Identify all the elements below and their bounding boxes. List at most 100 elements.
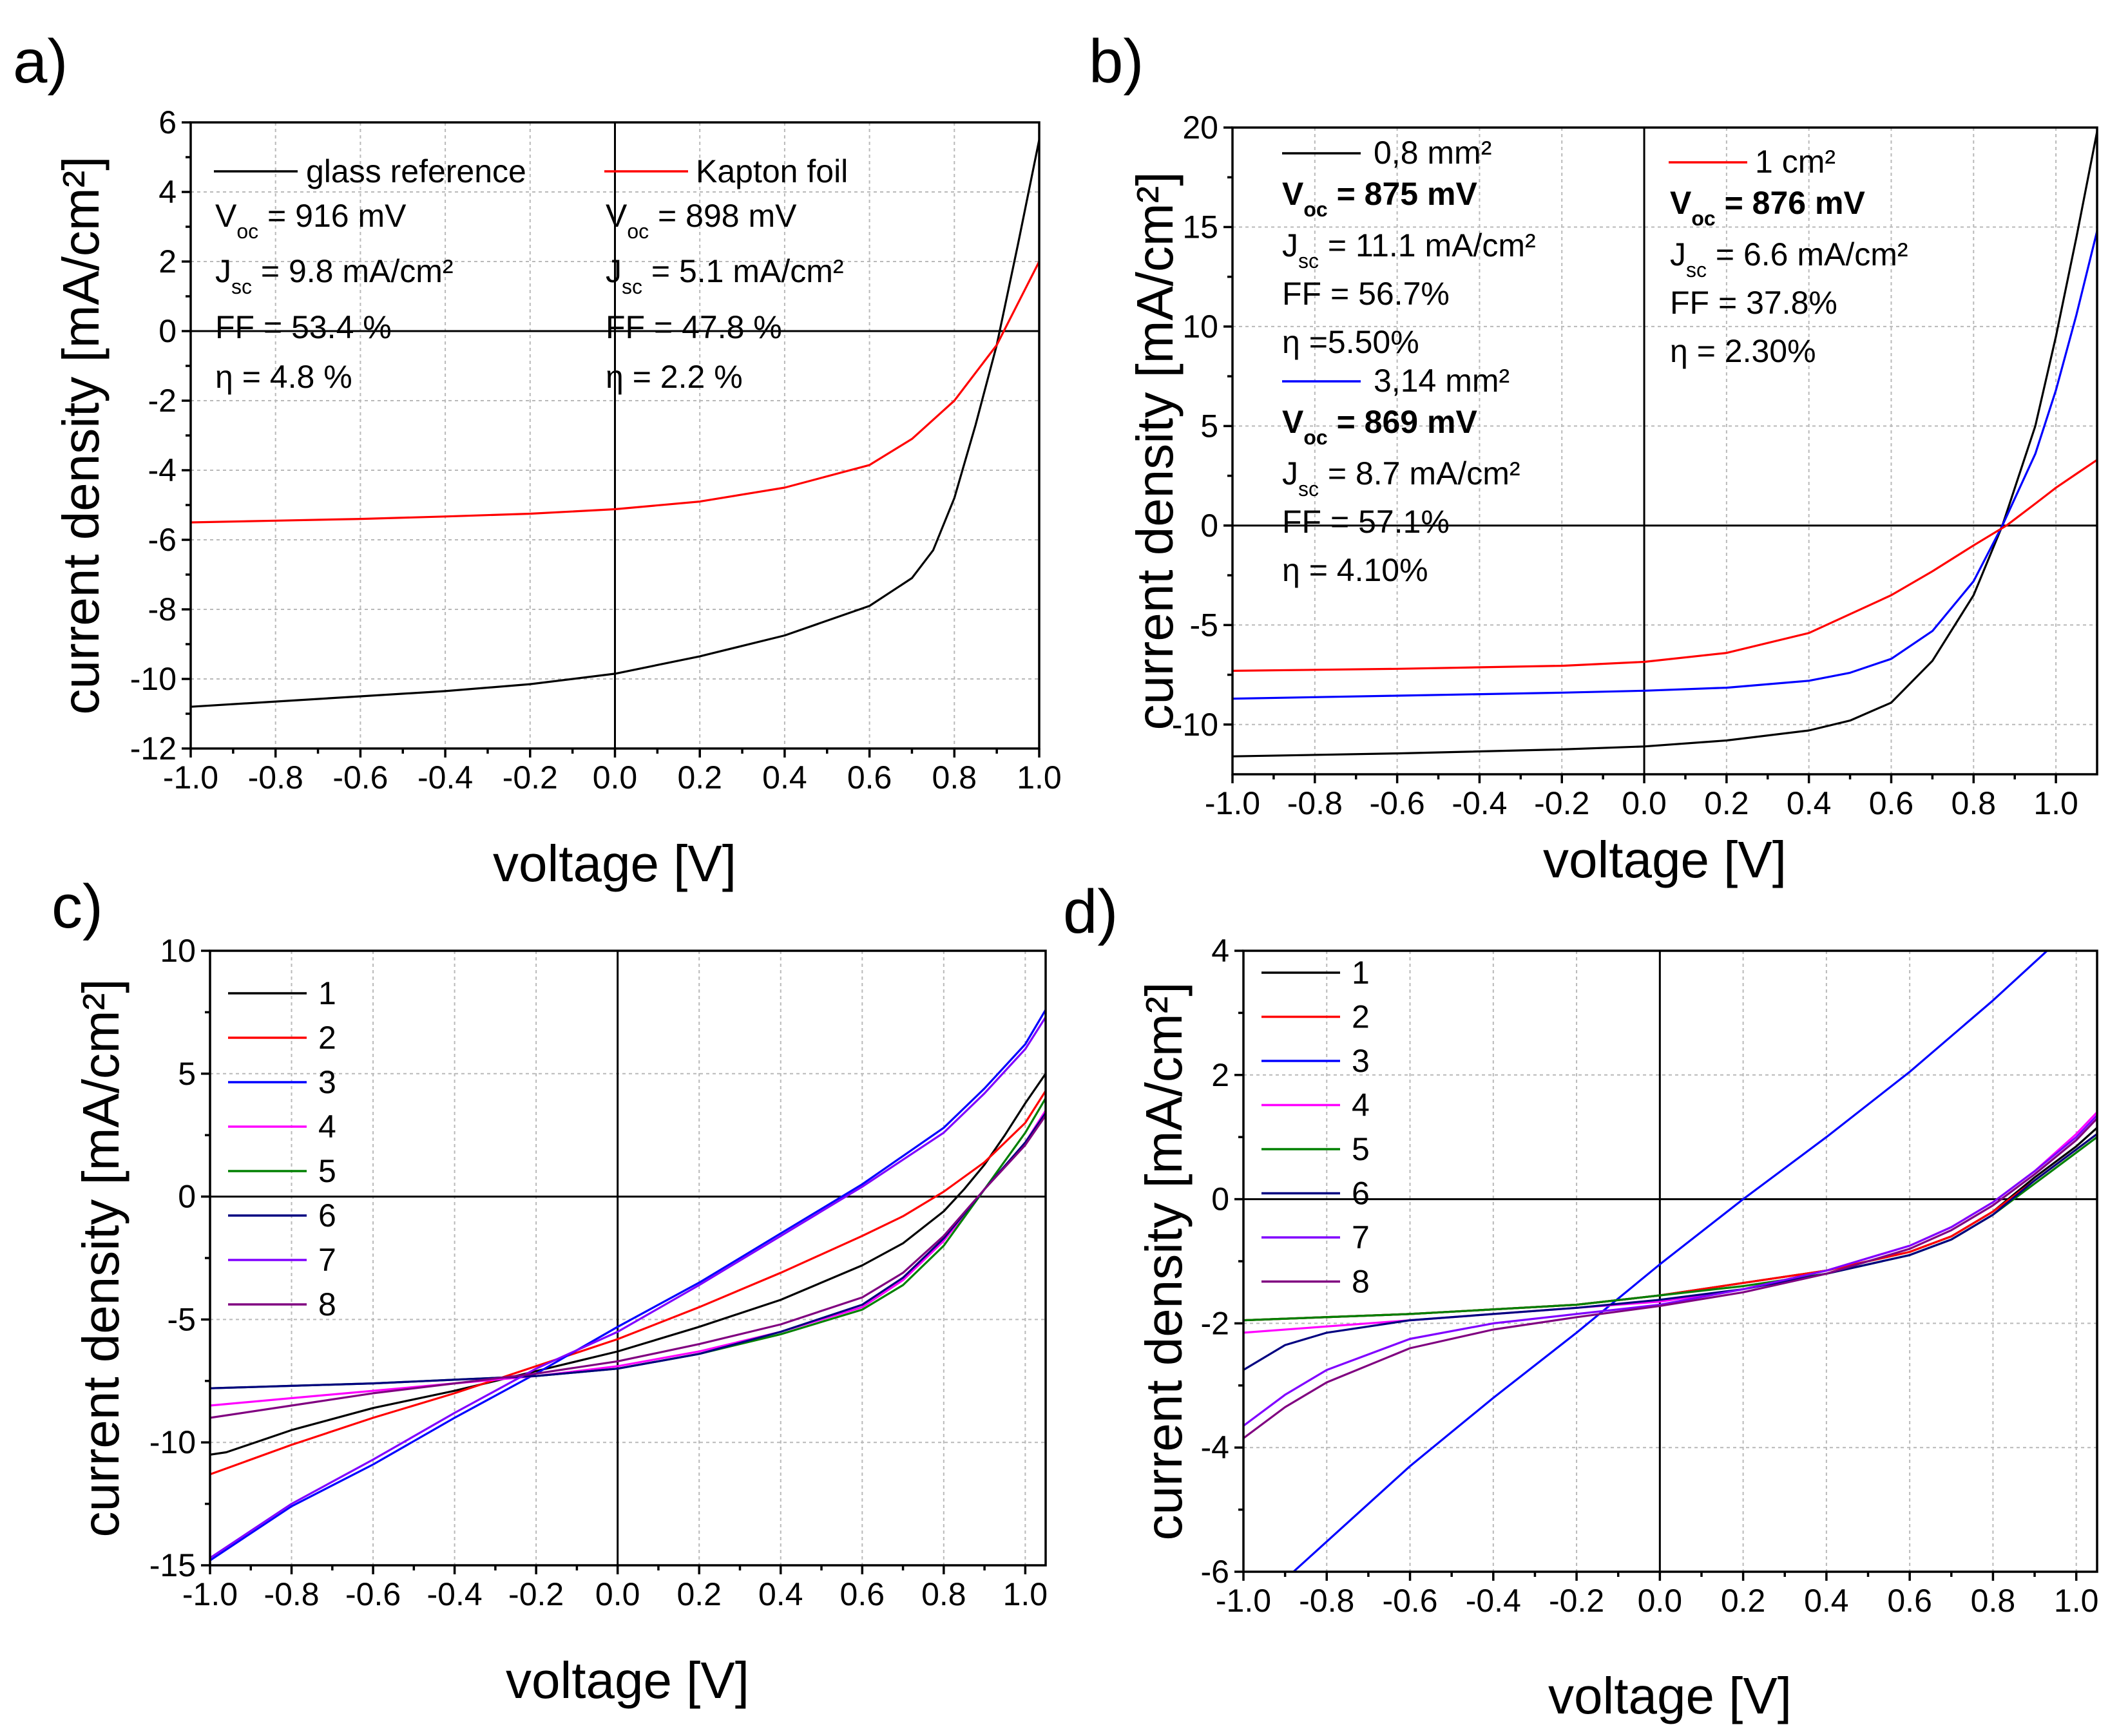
- panel-label: b): [1089, 27, 1144, 96]
- series-line-0-8-mm-: [1232, 131, 2097, 758]
- y-tick-label: -6: [148, 522, 177, 558]
- plot-frame: [189, 121, 1040, 750]
- series-group: [1243, 951, 2097, 1572]
- y-tick-label: 4: [158, 174, 177, 210]
- series-line-2: [210, 1090, 1046, 1476]
- y-tick-label: -10: [1172, 707, 1218, 743]
- chart-4: d) -1.0 -0.8 -0.6 -0.4 -0.2 0.0 0.2 0.4 0.6 0.8 1.0…: [1063, 877, 2098, 1724]
- series-group: [191, 139, 1039, 708]
- jsc-annotation-symbol: J: [1282, 227, 1298, 263]
- voc-annotation-value: = 875 mV: [1328, 176, 1478, 212]
- series-line-3-14-mm-: [1232, 231, 2097, 700]
- y-tick-label: 2: [158, 243, 177, 280]
- x-tick-label: -0.8: [264, 1576, 319, 1612]
- x-tick-label: -0.4: [427, 1576, 483, 1612]
- x-tick-label: 0.4: [1787, 785, 1832, 821]
- series-line-7: [1243, 1114, 2097, 1427]
- x-tick-label: 1.0: [2054, 1583, 2099, 1619]
- y-axis-label: current density [mA/cm²]: [1135, 982, 1193, 1541]
- x-tick-label: -1.0: [163, 759, 218, 796]
- plot-frame: [209, 949, 1047, 1567]
- series-line-3: [210, 1009, 1046, 1561]
- chart-1: a) -1.0 -0.8 -0.6 -0.4 -0.2 0.0 0.2 0.4 0.6 0.8 1.0…: [13, 27, 1062, 892]
- legend: 0,8 mm² Voc = 875 mV Jsc = 11.1 mA/cm² FF =…: [1282, 135, 1908, 588]
- voc-annotation-subscript: oc: [1303, 198, 1327, 221]
- legend-label: 2: [1352, 999, 1370, 1035]
- legend-label: 1: [1352, 955, 1370, 991]
- jsc-annotation-subscript: sc: [1298, 477, 1319, 501]
- x-tick-label: 0.8: [932, 759, 977, 796]
- voc-annotation-subscript: oc: [236, 220, 258, 243]
- x-tick-label: -0.6: [1382, 1583, 1437, 1619]
- y-tick-label: 15: [1182, 209, 1218, 245]
- y-tick-label: -2: [1201, 1305, 1229, 1341]
- legend-label: 5: [1352, 1131, 1370, 1167]
- x-tick-label: 0.4: [1804, 1583, 1849, 1619]
- jsc-annotation: Jsc = 9.8 mA/cm²: [215, 253, 454, 298]
- jsc-annotation: Jsc = 8.7 mA/cm²: [1282, 455, 1520, 501]
- y-tick-label: 0: [158, 313, 177, 349]
- legend-label: 8: [318, 1286, 336, 1322]
- ff-annotation: FF = 37.8%: [1670, 285, 1837, 321]
- y-tick-label: 10: [160, 933, 196, 969]
- x-axis-label: voltage [V]: [1548, 1667, 1792, 1724]
- jsc-annotation-subscript: sc: [1686, 258, 1707, 281]
- y-tick-label: -10: [130, 661, 177, 697]
- series-group: [210, 1009, 1046, 1561]
- ff-annotation: FF = 53.4 %: [215, 309, 392, 345]
- series-line-1-cm-: [1232, 459, 2097, 672]
- voc-annotation-value: = 916 mV: [258, 198, 407, 234]
- series-line-4: [1243, 1111, 2097, 1334]
- legend-label: 0,8 mm²: [1374, 135, 1491, 171]
- jsc-annotation-value: = 8.7 mA/cm²: [1319, 455, 1520, 491]
- x-tick-label: 0.8: [1951, 785, 1997, 821]
- jsc-annotation-value: = 5.1 mA/cm²: [642, 253, 844, 289]
- y-axis-label: current density [mA/cm²]: [72, 979, 129, 1538]
- jsc-annotation-symbol: J: [1670, 236, 1686, 272]
- x-tick-label: -1.0: [1205, 785, 1260, 821]
- legend-label: 1: [318, 975, 336, 1011]
- y-tick-label: -2: [148, 383, 177, 419]
- x-tick-label: -1.0: [182, 1576, 238, 1612]
- x-tick-label: -0.4: [417, 759, 473, 796]
- jsc-annotation-symbol: J: [606, 253, 622, 289]
- jsc-annotation-value: = 9.8 mA/cm²: [252, 253, 454, 289]
- jsc-annotation-subscript: sc: [1298, 249, 1319, 272]
- x-tick-label: 0.6: [1887, 1583, 1932, 1619]
- y-tick-label: -15: [149, 1547, 196, 1583]
- jsc-annotation: Jsc = 6.6 mA/cm²: [1670, 236, 1908, 281]
- legend-label: 3: [318, 1064, 336, 1100]
- series-line-8: [210, 1114, 1046, 1419]
- voc-annotation: Voc = 898 mV: [606, 198, 797, 243]
- y-tick-label: 20: [1182, 110, 1218, 146]
- voc-annotation-subscript: oc: [1303, 426, 1327, 449]
- legend-label: 4: [318, 1109, 336, 1145]
- x-tick-label: -0.8: [1287, 785, 1343, 821]
- voc-annotation: Voc = 876 mV: [1670, 185, 1865, 230]
- y-tick-label: 5: [1200, 408, 1218, 444]
- y-axis-label: current density [mA/cm²]: [1126, 172, 1184, 730]
- legend-label: 8: [1352, 1264, 1370, 1300]
- panel-label: c): [52, 872, 103, 941]
- series-line-kapton-foil: [191, 261, 1039, 524]
- chart-3: c) -1.0 -0.8 -0.6 -0.4 -0.2 0.0 0.2 0.4 0.6 0.8 1.0…: [52, 872, 1048, 1709]
- x-tick-label: 0.6: [840, 1576, 885, 1612]
- x-tick-label: -0.8: [248, 759, 303, 796]
- voc-annotation-symbol: V: [606, 198, 628, 234]
- x-tick-label: -0.4: [1466, 1583, 1521, 1619]
- y-tick-label: 6: [158, 104, 177, 140]
- voc-annotation-symbol: V: [215, 198, 237, 234]
- voc-annotation: Voc = 916 mV: [215, 198, 407, 243]
- y-tick-label: 0: [178, 1179, 196, 1215]
- jsc-annotation-symbol: J: [215, 253, 231, 289]
- legend: 1 2 3 4 5 6 7 8: [1261, 955, 1370, 1300]
- x-tick-label: -0.6: [332, 759, 388, 796]
- legend-label: 1 cm²: [1755, 144, 1836, 180]
- legend-label: 5: [318, 1153, 336, 1189]
- legend-label: 7: [318, 1242, 336, 1278]
- y-tick-label: -4: [148, 452, 177, 488]
- y-tick-label: -5: [168, 1301, 196, 1337]
- plot-frame: [1231, 126, 2098, 776]
- voc-annotation-value: = 869 mV: [1328, 404, 1478, 440]
- x-tick-label: 0.8: [921, 1576, 966, 1612]
